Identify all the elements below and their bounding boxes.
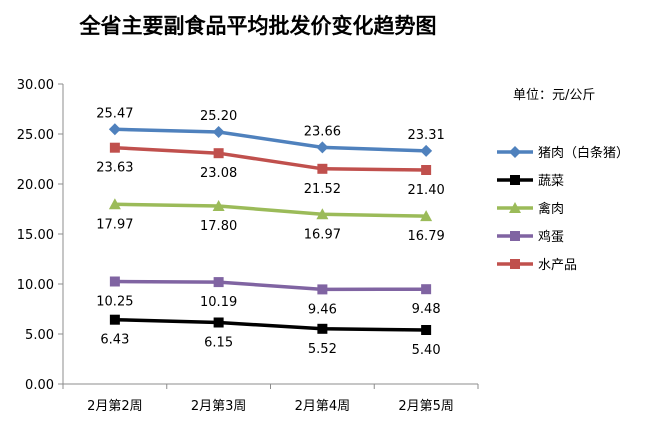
legend-label: 水产品 — [538, 258, 577, 273]
series-2: 17.97 17.80 16.97 16.79 — [96, 198, 445, 244]
data-point-marker — [510, 175, 520, 185]
data-point-marker — [316, 141, 329, 154]
series-line — [114, 317, 427, 332]
data-label: 23.66 — [304, 124, 341, 139]
data-point-marker — [109, 142, 120, 153]
data-label: 17.97 — [96, 217, 133, 232]
data-label: 23.08 — [200, 166, 237, 181]
data-point-marker — [108, 198, 121, 210]
x-tick-label: 2月第3周 — [191, 399, 247, 414]
data-point-marker — [421, 284, 432, 295]
y-tick-label: 15.00 — [17, 228, 54, 243]
legend-label: 蔬菜 — [538, 174, 564, 189]
data-label: 23.63 — [96, 161, 133, 176]
legend-item-2: 禽肉 — [497, 201, 564, 217]
data-point-marker — [317, 284, 328, 295]
x-tick-label: 2月第5周 — [398, 399, 454, 414]
data-point-marker — [213, 277, 224, 288]
series-line — [114, 145, 427, 172]
chart-title: 全省主要副食品平均批发价变化趋势图 — [79, 13, 437, 38]
y-tick-label: 10.00 — [17, 278, 54, 293]
unit-label: 单位：元/公斤 — [513, 88, 595, 103]
data-label: 10.19 — [200, 295, 237, 310]
series-1: 6.43 6.15 5.52 5.40 — [100, 314, 441, 358]
legend-item-1: 蔬菜 — [497, 174, 564, 189]
data-label: 21.40 — [408, 183, 445, 198]
data-label: 5.52 — [308, 342, 337, 357]
data-point-marker — [509, 202, 521, 213]
data-label: 10.25 — [96, 295, 133, 310]
data-point-marker — [420, 210, 433, 222]
data-point-marker — [109, 276, 120, 287]
legend-item-4: 水产品 — [497, 258, 577, 273]
data-point-marker — [421, 325, 432, 335]
series-0: 25.47 25.20 23.66 23.31 — [96, 106, 445, 157]
data-point-marker — [213, 317, 224, 328]
data-point-marker — [510, 231, 520, 241]
x-tick-label: 2月第4周 — [295, 399, 351, 414]
data-point-marker — [212, 200, 225, 211]
y-tick-label: 20.00 — [17, 178, 54, 193]
data-point-marker — [510, 259, 520, 269]
data-label: 23.31 — [408, 128, 445, 143]
series-4: 23.63 23.08 21.52 21.40 — [96, 142, 445, 198]
data-point-marker — [420, 144, 433, 157]
legend-label: 猪肉（白条猪） — [538, 145, 629, 161]
data-label: 16.79 — [408, 229, 445, 244]
series-line — [114, 279, 427, 292]
series-3: 10.25 10.19 9.46 9.48 — [96, 276, 441, 317]
data-label: 25.20 — [200, 109, 237, 124]
data-point-marker — [109, 314, 120, 325]
data-point-marker — [213, 148, 224, 159]
series-line — [114, 202, 427, 218]
data-point-marker — [317, 163, 328, 174]
data-label: 6.43 — [100, 333, 129, 348]
data-point-marker — [316, 208, 329, 220]
data-point-marker — [421, 165, 432, 175]
data-label: 9.48 — [412, 302, 441, 317]
x-tick-label: 2月第2周 — [87, 399, 143, 414]
axes: 0.00 5.00 10.00 15.00 20.00 25.00 30.00 2月第2周 2月… — [17, 78, 479, 414]
data-label: 17.80 — [200, 219, 237, 234]
series-layer: 25.47 25.20 23.66 23.31 6.43 6.15 5.52 5.40 17.9… — [96, 106, 444, 358]
data-label: 25.47 — [96, 106, 133, 121]
data-point-marker — [317, 323, 328, 334]
legend-item-3: 鸡蛋 — [497, 229, 564, 245]
y-tick-label: 25.00 — [17, 128, 54, 143]
legend-label: 禽肉 — [538, 201, 564, 217]
legend-item-0: 猪肉（白条猪） — [497, 145, 629, 161]
y-tick-label: 0.00 — [25, 378, 54, 393]
data-label: 5.40 — [412, 343, 441, 358]
data-label: 6.15 — [204, 336, 233, 351]
data-point-marker — [212, 126, 225, 138]
y-tick-label: 5.00 — [25, 328, 54, 343]
series-line — [114, 127, 427, 153]
data-label: 21.52 — [304, 182, 341, 197]
data-point-marker — [108, 123, 121, 136]
legend-label: 鸡蛋 — [538, 229, 564, 245]
y-tick-label: 30.00 — [17, 78, 54, 93]
data-label: 16.97 — [304, 227, 341, 242]
data-point-marker — [509, 146, 521, 158]
data-label: 9.46 — [308, 302, 337, 317]
